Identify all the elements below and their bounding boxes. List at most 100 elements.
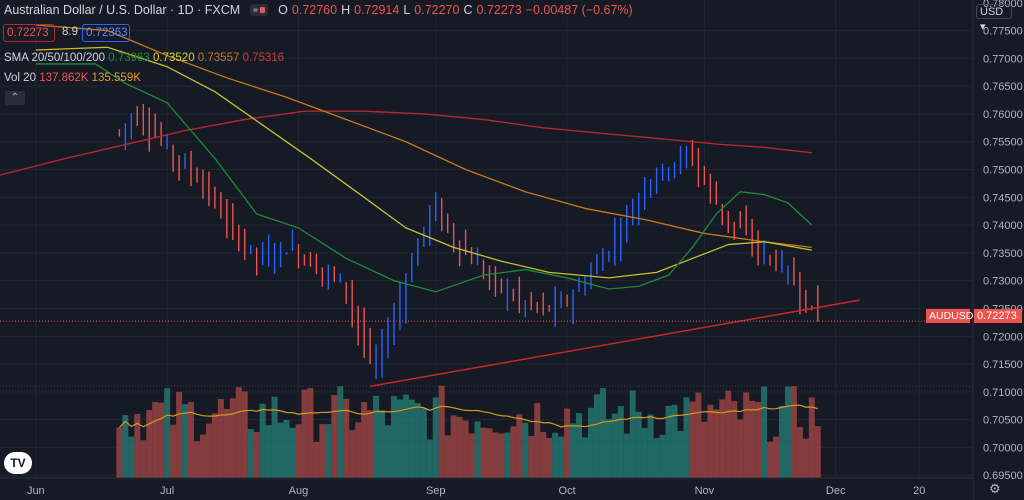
volume-bar bbox=[343, 398, 350, 478]
volume-bar bbox=[743, 392, 750, 478]
sma20-value: 0.73963 bbox=[108, 52, 150, 64]
y-tick-label: 0.74000 bbox=[983, 220, 1023, 232]
volume-bar bbox=[164, 388, 171, 478]
volume-bar bbox=[146, 410, 153, 478]
volume-bar bbox=[773, 436, 780, 478]
volume-bar bbox=[581, 437, 588, 478]
visibility-toggle-icon[interactable] bbox=[250, 4, 269, 16]
volume-bar bbox=[653, 438, 660, 478]
volume-bar bbox=[683, 397, 690, 478]
volume-bar bbox=[570, 423, 577, 478]
collapse-legend-icon[interactable]: ⌃ bbox=[5, 91, 25, 105]
volume-bar bbox=[253, 432, 260, 478]
symbol-tag: AUDUSD bbox=[926, 309, 973, 323]
volume-bar bbox=[623, 433, 630, 478]
volume-bar bbox=[790, 386, 797, 478]
volume-bar bbox=[456, 416, 463, 478]
sell-price-button[interactable]: 0.72273 bbox=[3, 24, 55, 42]
volume-bar bbox=[701, 421, 708, 478]
volume-label: Vol 20 bbox=[4, 72, 36, 84]
volume-bar bbox=[301, 389, 308, 478]
sma50-line bbox=[35, 46, 812, 279]
sma-legend[interactable]: SMA 20/50/100/200 0.73963 0.73520 0.7355… bbox=[4, 52, 284, 64]
volume-bar bbox=[558, 436, 565, 478]
sma100-value: 0.73557 bbox=[197, 52, 240, 64]
volume-bar bbox=[134, 413, 141, 478]
tradingview-logo-icon[interactable]: TV bbox=[4, 452, 32, 474]
volume-value: 137.862K bbox=[39, 72, 89, 84]
y-tick-label: 0.69500 bbox=[983, 470, 1023, 482]
volume-bar bbox=[390, 396, 397, 478]
volume-bar bbox=[307, 388, 314, 478]
volume-bar bbox=[170, 424, 177, 478]
x-tick-label: Jun bbox=[27, 485, 45, 497]
volume-bar bbox=[182, 404, 189, 478]
volume-bar bbox=[635, 411, 642, 478]
symbol-title[interactable]: Australian Dollar / U.S. Dollar · 1D · F… bbox=[4, 3, 241, 17]
y-tick-label: 0.77500 bbox=[983, 26, 1023, 38]
currency-label: USD bbox=[980, 6, 1004, 18]
high-label: H bbox=[341, 3, 351, 17]
volume-bar bbox=[719, 399, 726, 478]
volume-bar bbox=[319, 424, 326, 478]
volume-bar bbox=[265, 425, 272, 478]
volume-bar bbox=[271, 396, 278, 478]
volume-bar bbox=[695, 392, 702, 478]
y-tick-label: 0.70000 bbox=[983, 442, 1023, 454]
volume-bar bbox=[211, 413, 218, 478]
volume-bar bbox=[337, 386, 344, 478]
volume-bar bbox=[450, 415, 457, 478]
volume-bar bbox=[767, 441, 774, 478]
volume-bar bbox=[629, 390, 636, 478]
volume-bar bbox=[641, 427, 648, 478]
gear-icon[interactable]: ⚙ bbox=[989, 481, 1001, 496]
volume-bar bbox=[277, 422, 284, 478]
volume-bar bbox=[444, 435, 451, 478]
y-tick-label: 0.74500 bbox=[983, 192, 1023, 204]
volume-bar bbox=[599, 387, 606, 478]
sma100-line bbox=[35, 24, 812, 248]
y-tick-label: 0.73000 bbox=[983, 276, 1023, 288]
volume-bar bbox=[205, 423, 212, 478]
volume-bar bbox=[480, 427, 487, 478]
volume-bar bbox=[814, 426, 821, 478]
x-tick-label: 20 bbox=[913, 485, 925, 497]
volume-bar bbox=[498, 433, 505, 478]
time-axis-bg bbox=[0, 478, 973, 500]
volume-bar bbox=[331, 395, 338, 478]
volume-bar bbox=[659, 434, 666, 478]
volume-bar bbox=[283, 419, 290, 478]
open-label: O bbox=[278, 3, 288, 17]
volume-bar bbox=[289, 427, 296, 478]
x-tick-label: Dec bbox=[826, 485, 846, 497]
volume-bar bbox=[802, 438, 809, 478]
x-tick-label: Nov bbox=[695, 485, 715, 497]
volume-bar bbox=[367, 410, 374, 478]
y-tick-label: 0.73500 bbox=[983, 248, 1023, 260]
buy-price-button[interactable]: 0.72363 bbox=[82, 24, 130, 42]
volume-bar bbox=[396, 399, 403, 478]
sma200-line bbox=[0, 110, 812, 176]
volume-bar bbox=[259, 403, 266, 478]
volume-bar bbox=[349, 430, 356, 478]
volume-bar bbox=[534, 403, 541, 478]
volume-bar bbox=[128, 436, 135, 478]
volume-bar bbox=[325, 424, 332, 478]
volume-bar bbox=[749, 400, 756, 478]
volume-bar bbox=[665, 405, 672, 478]
volume-bar bbox=[564, 408, 571, 478]
volume-bar bbox=[462, 420, 469, 478]
volume-bar bbox=[731, 401, 738, 478]
x-tick-label: Sep bbox=[426, 485, 446, 497]
currency-select[interactable]: USD ▾ bbox=[976, 4, 1012, 33]
volume-bar bbox=[755, 401, 762, 478]
legend-header: Australian Dollar / U.S. Dollar · 1D · F… bbox=[4, 3, 633, 17]
volume-bar bbox=[576, 413, 583, 478]
volume-bar bbox=[474, 421, 481, 478]
volume-legend[interactable]: Vol 20 137.862K 135.559K bbox=[4, 72, 141, 84]
volume-bar bbox=[199, 434, 206, 478]
volume-ma-value: 135.559K bbox=[91, 72, 141, 84]
volume-bar bbox=[217, 398, 224, 478]
volume-bar bbox=[295, 424, 302, 478]
